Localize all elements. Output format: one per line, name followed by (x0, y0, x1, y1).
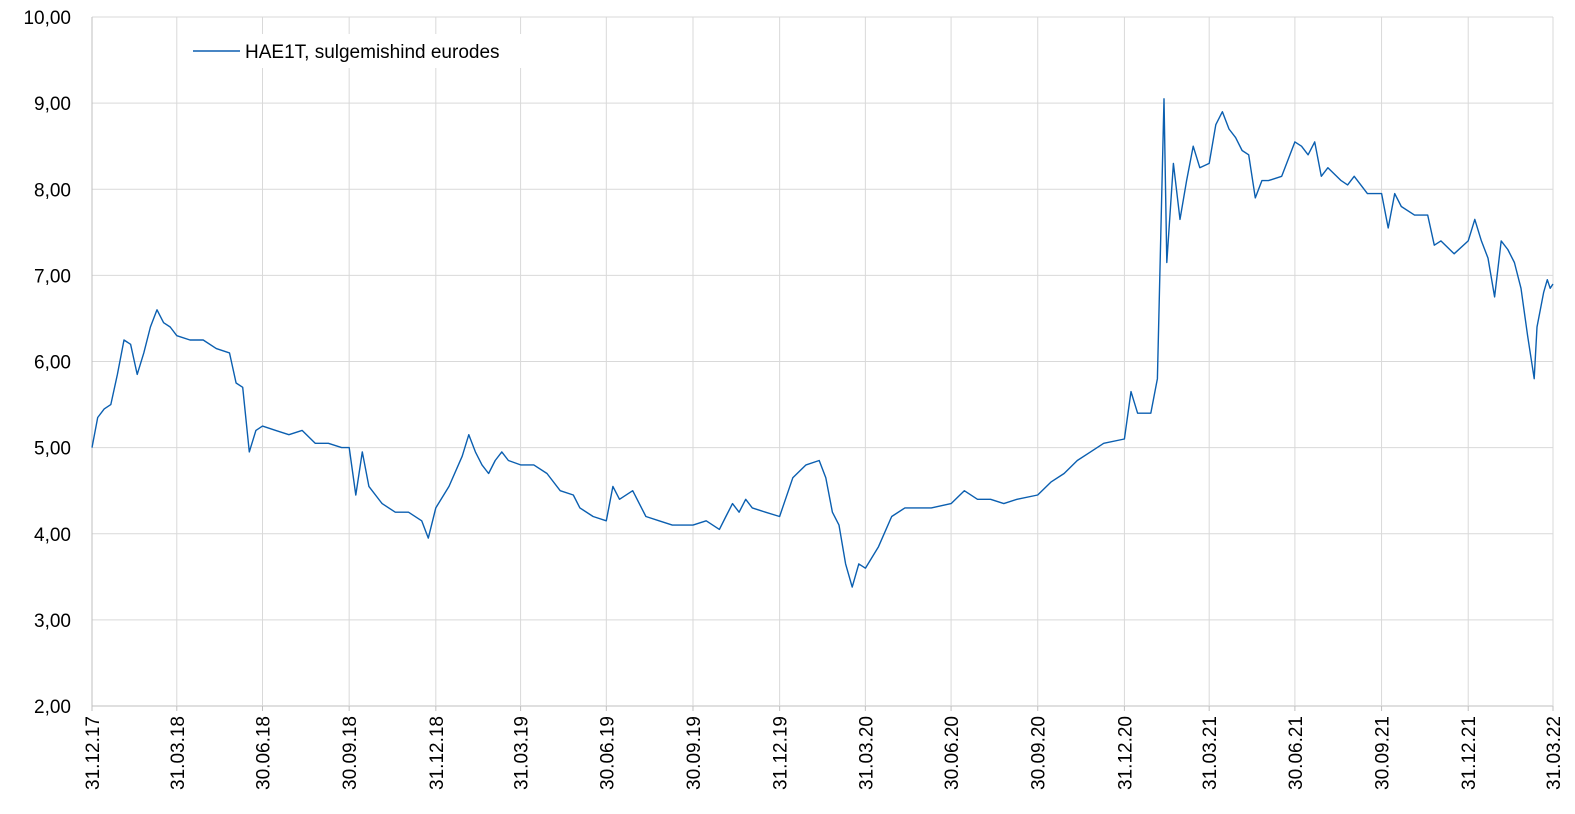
y-tick-label: 10,00 (23, 8, 71, 29)
x-tick-label: 31.03.18 (168, 716, 189, 790)
y-tick-label: 2,00 (34, 697, 71, 718)
x-tick-label: 31.03.21 (1200, 716, 1221, 790)
x-tick-label: 30.09.19 (684, 716, 705, 790)
x-tick-label: 30.09.20 (1029, 716, 1050, 790)
legend-background (183, 34, 545, 68)
y-tick-label: 6,00 (34, 353, 71, 374)
x-tick-label: 31.12.18 (427, 716, 448, 790)
x-axis-tick-labels: 31.12.17 31.03.18 30.06.18 30.09.18 31.12.18… (83, 716, 1565, 790)
x-tick-label: 30.06.19 (597, 716, 618, 790)
x-tick-label: 31.03.22 (1544, 716, 1565, 790)
x-tick-label: 30.06.21 (1286, 716, 1307, 790)
x-tick-label: 30.06.18 (253, 716, 274, 790)
x-tick-label: 31.12.17 (83, 716, 104, 790)
y-tick-label: 7,00 (34, 266, 71, 287)
grid-lines (91, 16, 1554, 711)
series-line (91, 98, 1554, 588)
x-tick-label: 30.09.21 (1373, 716, 1394, 790)
x-tick-label: 31.03.19 (512, 716, 533, 790)
y-tick-label: 3,00 (34, 611, 71, 632)
y-axis-tick-labels: 2,00 3,00 4,00 5,00 6,00 7,00 8,00 9,00 10,00 (23, 8, 71, 718)
y-tick-label: 8,00 (34, 180, 71, 201)
y-tick-label: 9,00 (34, 94, 71, 115)
x-tick-label: 31.12.19 (771, 716, 792, 790)
y-tick-label: 5,00 (34, 439, 71, 460)
y-tick-label: 4,00 (34, 525, 71, 546)
x-tick-label: 31.12.20 (1115, 716, 1136, 790)
legend-label: HAE1T, sulgemishind eurodes (245, 42, 500, 63)
x-tick-label: 31.12.21 (1459, 716, 1480, 790)
legend: HAE1T, sulgemishind eurodes (183, 34, 545, 68)
x-tick-label: 30.09.18 (340, 716, 361, 790)
x-tick-label: 31.03.20 (856, 716, 877, 790)
x-tick-label: 30.06.20 (942, 716, 963, 790)
series-layer (91, 98, 1554, 588)
